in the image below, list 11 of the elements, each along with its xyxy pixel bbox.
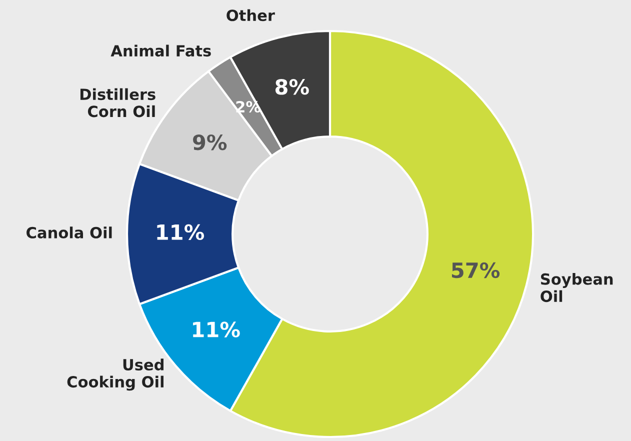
slice-label: Used Cooking Oil: [67, 358, 164, 391]
data-label: 11%: [157, 224, 204, 240]
slice-label: Canola Oil: [26, 226, 112, 238]
data-label: 8%: [275, 78, 309, 95]
slice-label: Distillers Corn Oil: [80, 88, 156, 118]
data-label: 11%: [193, 322, 240, 338]
data-label: 57%: [452, 262, 500, 278]
slice-label: Soybean Oil: [540, 273, 613, 302]
slice-label: Animal Fats: [110, 44, 211, 57]
slice-label: Other: [226, 9, 275, 22]
data-label: 9%: [193, 134, 227, 150]
